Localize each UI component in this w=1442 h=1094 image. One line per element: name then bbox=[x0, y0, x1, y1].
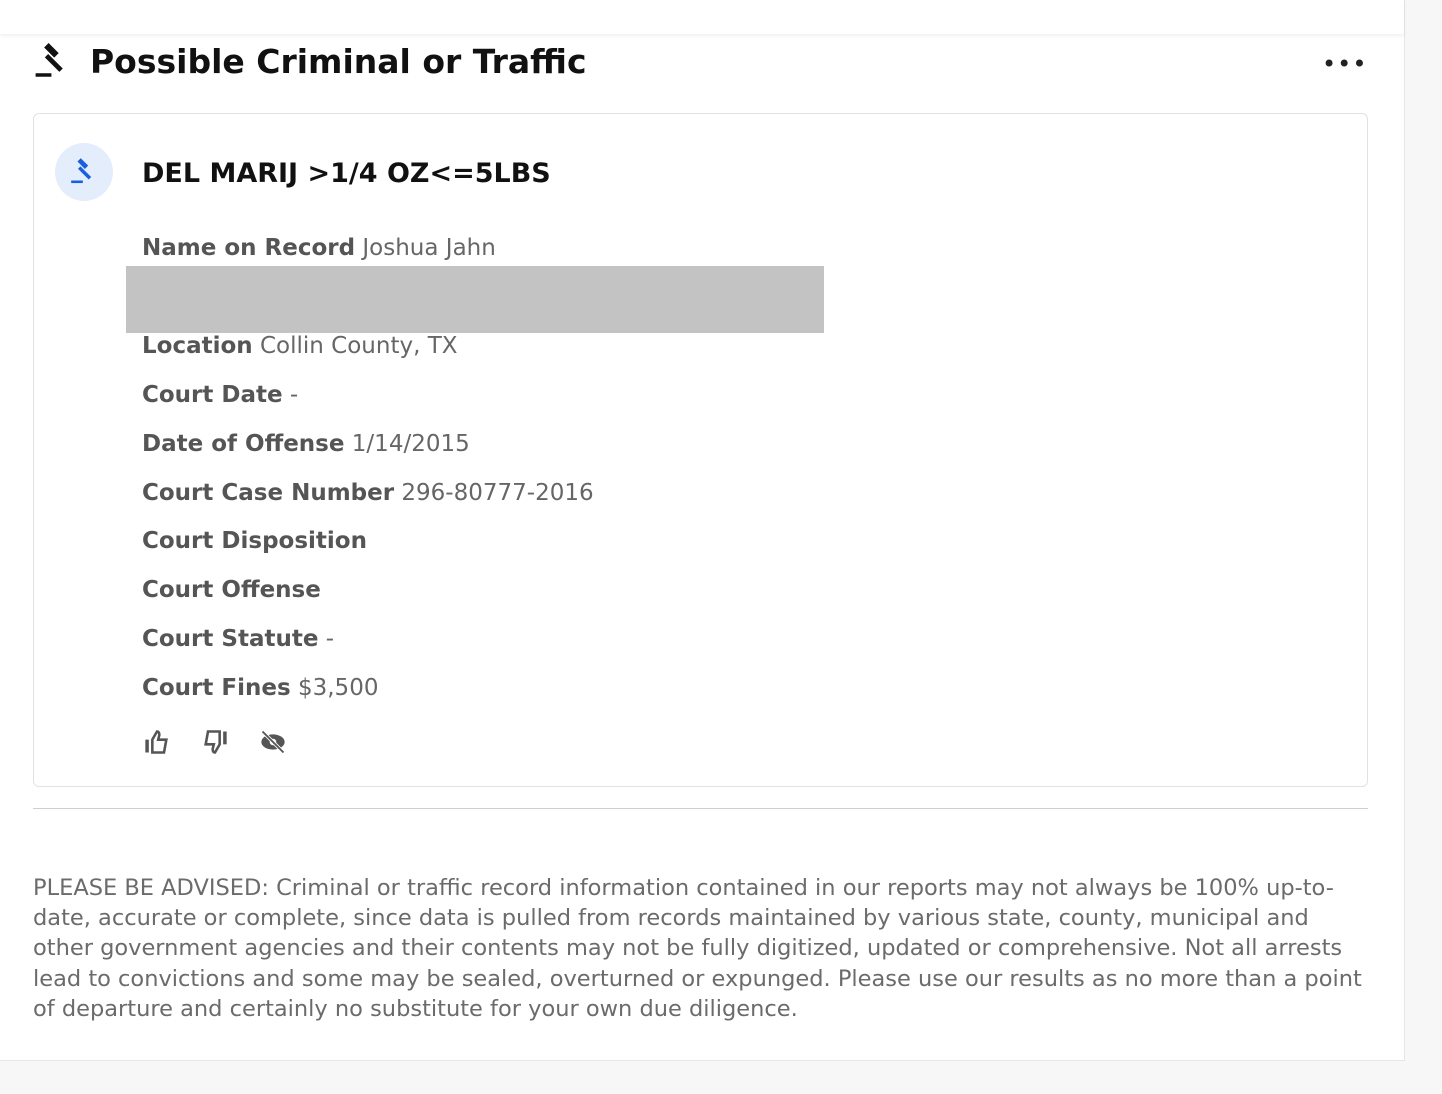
disclaimer-text: PLEASE BE ADVISED: Criminal or traffic r… bbox=[33, 875, 1362, 1022]
field-court-offense: Court Offense bbox=[142, 577, 321, 603]
field-court-case-number: Court Case Number 296-80777-2016 bbox=[142, 480, 594, 506]
field-name-on-record: Name on Record Joshua Jahn bbox=[142, 235, 496, 261]
gavel-icon bbox=[34, 40, 72, 82]
feedback-actions bbox=[142, 728, 288, 760]
more-options-button[interactable]: ••• bbox=[1322, 50, 1368, 78]
record-avatar bbox=[55, 143, 113, 201]
field-court-date: Court Date - bbox=[142, 382, 299, 408]
hide-eye-slash-icon[interactable] bbox=[258, 728, 288, 760]
section-title: Possible Criminal or Traffic bbox=[90, 41, 587, 81]
gavel-icon bbox=[70, 156, 98, 188]
field-date-of-offense: Date of Offense 1/14/2015 bbox=[142, 431, 470, 457]
divider bbox=[33, 808, 1368, 809]
section-header: Possible Criminal or Traffic bbox=[34, 40, 587, 82]
field-court-fines: Court Fines $3,500 bbox=[142, 675, 379, 701]
field-court-statute: Court Statute - bbox=[142, 626, 335, 652]
thumbs-down-icon[interactable] bbox=[200, 728, 230, 760]
record-title: DEL MARIJ >1/4 OZ<=5LBS bbox=[142, 158, 551, 189]
field-location: Location Collin County, TX bbox=[142, 333, 458, 359]
thumbs-up-icon[interactable] bbox=[142, 728, 172, 760]
field-court-disposition: Court Disposition bbox=[142, 528, 367, 554]
redacted-area bbox=[126, 266, 824, 333]
record-card: DEL MARIJ >1/4 OZ<=5LBS Name on Record J… bbox=[33, 113, 1368, 787]
top-bar bbox=[0, 0, 1404, 34]
report-panel: Possible Criminal or Traffic ••• DEL MAR… bbox=[0, 0, 1405, 1061]
